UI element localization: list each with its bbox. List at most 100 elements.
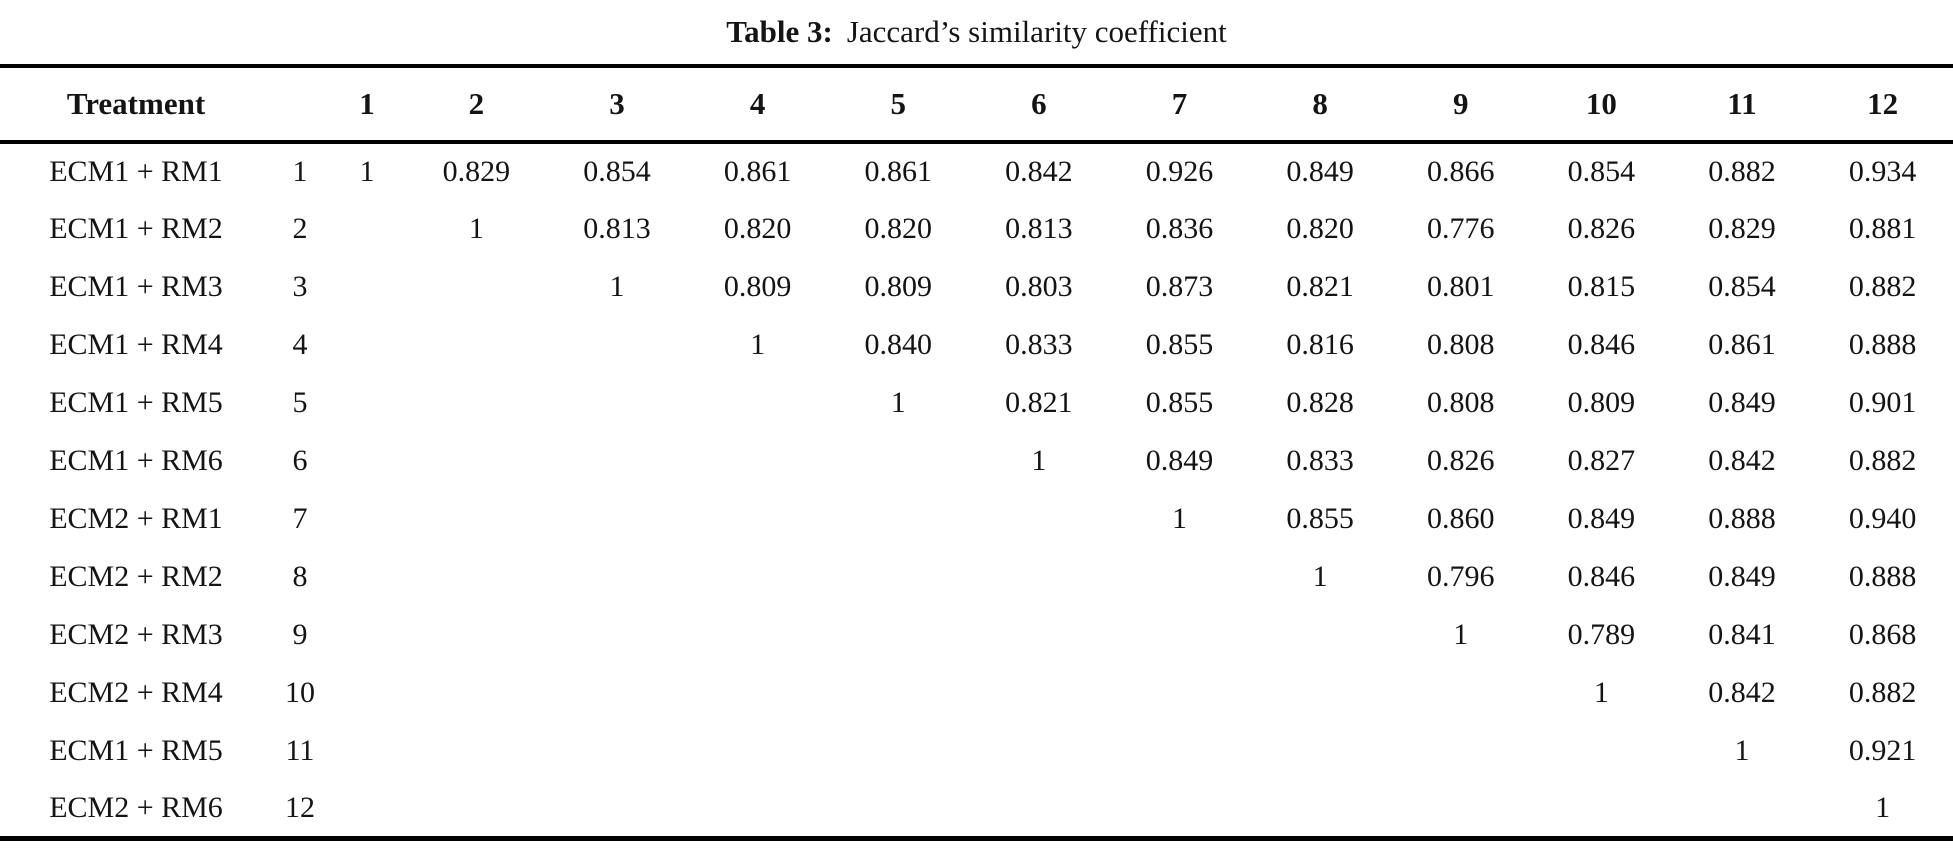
table-row: ECM1 + RM5 11 1 0.921	[0, 722, 1953, 780]
matrix-cell: 0.860	[1426, 502, 1495, 535]
matrix-cell: 0.842	[1005, 155, 1073, 188]
col-header-12: 12	[1867, 86, 1899, 121]
matrix-cell	[406, 316, 547, 374]
matrix-cell	[1250, 606, 1391, 664]
matrix-cell	[547, 664, 688, 722]
matrix-cell: 0.827	[1567, 444, 1636, 477]
matrix-cell: 0.821	[1286, 270, 1354, 303]
table-caption: Table 3: Jaccard’s similarity coefficient	[0, 0, 1953, 64]
matrix-cell	[687, 722, 828, 780]
col-header-4: 4	[749, 86, 766, 121]
col-header-7: 7	[1171, 86, 1188, 121]
matrix-cell: 0.809	[864, 270, 932, 303]
matrix-cell	[1109, 722, 1250, 780]
matrix-cell	[828, 606, 969, 664]
matrix-cell	[328, 606, 406, 664]
matrix-cell: 1	[1734, 734, 1750, 767]
matrix-cell	[547, 780, 688, 838]
matrix-cell	[1672, 780, 1813, 838]
matrix-cell: 1	[359, 155, 375, 188]
matrix-cell: 0.882	[1848, 270, 1917, 303]
matrix-cell: 0.882	[1848, 676, 1917, 709]
matrix-cell: 0.868	[1848, 618, 1917, 651]
matrix-cell	[328, 548, 406, 606]
matrix-cell	[1109, 548, 1250, 606]
row-index: 6	[292, 444, 308, 477]
row-label: ECM1 + RM6	[49, 444, 223, 477]
col-header-10: 10	[1585, 86, 1617, 121]
matrix-cell	[1250, 722, 1391, 780]
matrix-cell	[547, 722, 688, 780]
matrix-cell	[1250, 664, 1391, 722]
matrix-cell	[406, 722, 547, 780]
row-label: ECM2 + RM3	[49, 618, 223, 651]
matrix-cell	[406, 432, 547, 490]
matrix-cell	[328, 200, 406, 258]
matrix-cell: 0.826	[1567, 212, 1636, 245]
matrix-cell: 0.849	[1708, 386, 1776, 419]
matrix-cell	[969, 780, 1110, 838]
matrix-cell	[828, 664, 969, 722]
matrix-cell	[328, 432, 406, 490]
table-row: ECM2 + RM3 9 1 0.789 0.841 0.868	[0, 606, 1953, 664]
matrix-cell: 1	[1171, 502, 1187, 535]
col-header-6: 6	[1031, 86, 1047, 121]
matrix-cell	[328, 780, 406, 838]
matrix-cell: 0.833	[1005, 328, 1073, 361]
table-caption-label: Table 3:	[726, 14, 833, 49]
row-label: ECM2 + RM2	[49, 560, 223, 593]
matrix-cell: 0.854	[1708, 270, 1776, 303]
matrix-body: ECM1 + RM1 1 1 0.829 0.854 0.861 0.861 0.842 0.9…	[0, 142, 1953, 838]
table-row: ECM1 + RM5 5 1 0.821 0.855 0.828 0.808 0.809 0.8…	[0, 374, 1953, 432]
col-header-row-index	[272, 66, 328, 142]
table-row: ECM2 + RM6 12 1	[0, 780, 1953, 838]
matrix-cell	[828, 548, 969, 606]
row-index: 4	[292, 328, 308, 361]
matrix-cell: 1	[750, 328, 766, 361]
table-row: ECM1 + RM3 3 1 0.809 0.809 0.803 0.873 0.821 0.8…	[0, 258, 1953, 316]
matrix-cell: 0.820	[1286, 212, 1354, 245]
col-header-2: 2	[468, 86, 485, 121]
matrix-cell	[406, 780, 547, 838]
matrix-cell: 0.776	[1426, 212, 1495, 245]
matrix-cell	[687, 490, 828, 548]
matrix-cell: 1	[1453, 618, 1469, 651]
matrix-cell	[406, 374, 547, 432]
row-index: 10	[285, 676, 315, 709]
row-index: 1	[292, 155, 308, 188]
col-header-8: 8	[1312, 86, 1328, 121]
matrix-cell: 0.861	[864, 155, 932, 188]
matrix-cell: 0.809	[1567, 386, 1636, 419]
matrix-cell	[1531, 780, 1672, 838]
matrix-cell: 0.826	[1426, 444, 1495, 477]
matrix-cell	[1390, 780, 1531, 838]
matrix-cell: 0.873	[1145, 270, 1214, 303]
table-caption-text: Jaccard’s similarity coefficient	[846, 14, 1227, 49]
matrix-cell: 0.829	[442, 155, 511, 188]
matrix-cell	[547, 316, 688, 374]
matrix-cell	[687, 780, 828, 838]
col-header-treatment: Treatment	[66, 86, 206, 121]
matrix-cell: 0.828	[1286, 386, 1354, 419]
matrix-cell: 0.836	[1145, 212, 1214, 245]
row-label: ECM1 + RM5	[49, 734, 223, 767]
matrix-cell: 0.789	[1567, 618, 1636, 651]
row-index: 9	[292, 618, 308, 651]
matrix-cell	[687, 664, 828, 722]
matrix-cell	[687, 374, 828, 432]
table-row: ECM1 + RM2 2 1 0.813 0.820 0.820 0.813 0.836 0.8…	[0, 200, 1953, 258]
table-row: ECM2 + RM1 7 1 0.855 0.860 0.849 0.888 0.940	[0, 490, 1953, 548]
matrix-cell	[969, 722, 1110, 780]
col-header-11: 11	[1727, 86, 1757, 121]
matrix-cell	[406, 606, 547, 664]
table-row: ECM1 + RM1 1 1 0.829 0.854 0.861 0.861 0.842 0.9…	[0, 142, 1953, 200]
row-label: ECM1 + RM5	[49, 386, 223, 419]
matrix-cell: 0.882	[1708, 155, 1776, 188]
matrix-cell: 0.813	[1005, 212, 1073, 245]
matrix-cell: 0.921	[1848, 734, 1917, 767]
row-label: ECM1 + RM4	[49, 328, 223, 361]
matrix-cell: 0.855	[1145, 328, 1214, 361]
matrix-cell: 0.813	[583, 212, 651, 245]
matrix-cell: 0.881	[1848, 212, 1917, 245]
matrix-cell: 1	[468, 212, 484, 245]
